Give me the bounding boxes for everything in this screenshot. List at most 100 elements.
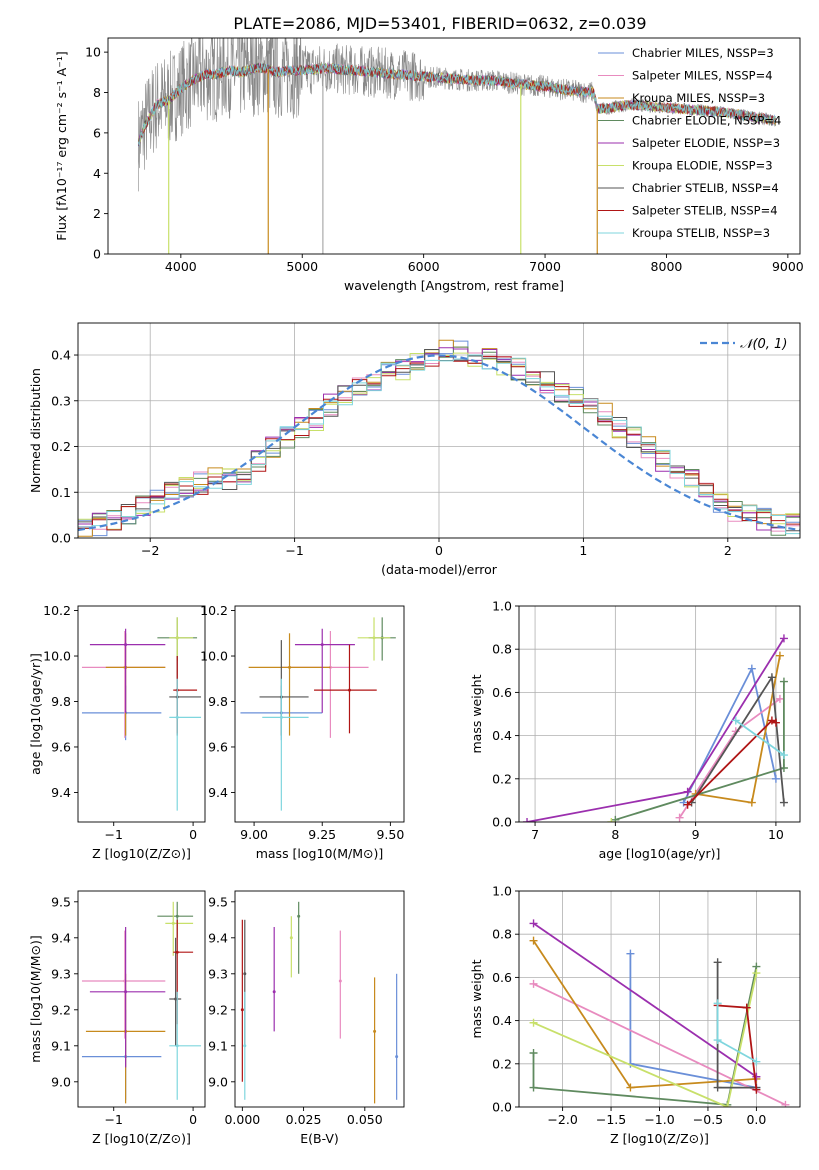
axes-frame — [234, 605, 405, 823]
y-tick-label: 0.4 — [492, 728, 512, 743]
y-tick-label: 9.4 — [51, 930, 71, 945]
x-axis-label: Z [log10(Z/Z⊙)] — [610, 1131, 709, 1146]
panel-mass_weight_vs_Z: −2.0 −1.5 −1.0 −0.5 0.0 0.0 0.2 0.4 0.6 0.8 1.0 Z [… — [469, 884, 801, 1146]
axes-frame — [518, 605, 801, 823]
y-tick-label: 0.0 — [51, 531, 71, 546]
x-tick-label: 8000 — [651, 259, 683, 274]
weight-marker — [675, 813, 684, 822]
x-tick-label: −2 — [141, 543, 159, 558]
weight-line-8 — [716, 1003, 757, 1063]
x-axis-label: E(B-V) — [300, 1131, 339, 1146]
y-tick-label: 8 — [93, 85, 101, 100]
x-tick-label: 6000 — [408, 259, 440, 274]
y-tick-label: 2 — [93, 206, 101, 221]
y-tick-label: 10.0 — [43, 649, 71, 664]
y-tick-label: 9.5 — [51, 894, 71, 909]
y-tick-label: 0.1 — [51, 485, 71, 500]
weight-marker — [752, 1057, 761, 1066]
x-axis-label: Z [log10(Z/Z⊙)] — [92, 846, 191, 861]
weight-marker — [713, 1036, 722, 1045]
y-tick-label: 10.2 — [200, 603, 228, 618]
x-tick-label: −2.0 — [547, 1112, 577, 1127]
data-point — [373, 1029, 377, 1033]
x-axis-label: (data-model)/error — [381, 562, 498, 577]
y-tick-label: 10 — [85, 45, 101, 60]
legend-entry: Salpeter ELODIE, NSSP=3 — [632, 136, 780, 150]
weight-marker — [779, 634, 788, 643]
x-axis-label: age [log10(age/yr)] — [599, 846, 721, 861]
y-tick-label: 1.0 — [492, 599, 512, 614]
x-tick-label: −1 — [105, 1112, 123, 1127]
data-point — [171, 921, 175, 925]
weight-marker — [713, 999, 722, 1008]
y-tick-label: 0.8 — [492, 642, 512, 657]
axes-frame — [107, 37, 801, 255]
weight-marker — [713, 1083, 722, 1092]
weight-marker — [679, 798, 688, 807]
x-tick-label: 9 — [692, 827, 700, 842]
gaussian-curve — [78, 354, 800, 532]
x-tick-label: 0.025 — [286, 1112, 322, 1127]
legend-entry: Salpeter MILES, NSSP=4 — [632, 69, 773, 83]
x-axis-label: Z [log10(Z/Z⊙)] — [92, 1131, 191, 1146]
y-tick-label: 0.2 — [51, 439, 71, 454]
panel-mass_vs_Z: −1 0 9.0 9.1 9.2 9.3 9.4 9.5 Z [log10(Z/Z⊙)] mass… — [28, 890, 206, 1146]
data-point — [289, 936, 293, 940]
x-tick-label: 1 — [579, 543, 587, 558]
data-point — [175, 715, 179, 719]
panel-age_vs_mass: 9.00 9.25 9.50 9.4 9.6 9.8 10.0 10.2 mass [log10… — [200, 603, 405, 861]
y-tick-label: 6 — [93, 125, 101, 140]
panel-mass_weight_vs_age: 7 8 9 10 0.0 0.2 0.4 0.6 0.8 1.0 age [log10(age/yr… — [469, 599, 801, 861]
weight-marker — [752, 1072, 761, 1081]
weight-line-4 — [532, 922, 757, 1078]
x-tick-label: 9000 — [772, 259, 804, 274]
data-point — [175, 950, 179, 954]
panel-mass_vs_EBV: 0.000 0.025 0.050 9.0 9.1 9.2 9.3 9.4 9.5 E(B-V) — [208, 890, 405, 1146]
data-point — [243, 1044, 247, 1048]
y-tick-label: 0 — [93, 247, 101, 262]
x-tick-label: 8 — [611, 827, 619, 842]
weight-marker — [767, 716, 776, 725]
weight-marker — [779, 751, 788, 760]
weight-marker — [752, 969, 761, 978]
x-tick-label: −1 — [285, 543, 303, 558]
axes-frame — [234, 890, 405, 1108]
y-tick-label: 0.0 — [492, 1100, 512, 1115]
weight-marker — [781, 1100, 790, 1107]
y-tick-label: 10.0 — [200, 649, 228, 664]
weight-marker — [747, 664, 756, 673]
y-tick-label: 9.2 — [208, 1002, 228, 1017]
weight-line-2 — [532, 940, 757, 1089]
weight-line-8 — [735, 719, 785, 756]
histogram-8 — [78, 354, 800, 535]
weight-line-6 — [716, 962, 757, 1089]
weight-marker — [529, 1083, 538, 1092]
y-tick-label: 0.6 — [492, 970, 512, 985]
y-tick-label: 9.2 — [51, 1002, 71, 1017]
legend-entry: Kroupa MILES, NSSP=3 — [632, 91, 765, 105]
data-point — [174, 997, 178, 1001]
legend: Chabrier MILES, NSSP=3 Salpeter MILES, NS… — [598, 46, 781, 240]
y-tick-label: 0.2 — [492, 771, 512, 786]
weight-marker — [779, 798, 788, 807]
x-tick-label: 4000 — [165, 259, 197, 274]
y-axis-label: mass [log10(M/M⊙)] — [28, 935, 43, 1063]
x-tick-label: 0 — [189, 827, 197, 842]
y-tick-label: 9.1 — [208, 1038, 228, 1053]
weight-marker — [529, 936, 538, 945]
x-tick-label: −1.0 — [644, 1112, 674, 1127]
y-tick-label: 9.1 — [51, 1038, 71, 1053]
y-tick-label: 4 — [93, 166, 101, 181]
x-tick-label: −1.5 — [596, 1112, 626, 1127]
data-point — [288, 665, 292, 669]
y-axis-label: Flux [fλ10⁻¹⁷ erg cm⁻² s⁻¹ A⁻¹] — [54, 51, 69, 240]
y-tick-label: 9.4 — [51, 785, 71, 800]
weight-marker — [683, 787, 692, 796]
legend-entry: Chabrier STELIB, NSSP=4 — [632, 181, 779, 195]
data-point — [124, 643, 128, 647]
weight-marker — [771, 718, 780, 727]
plot-area — [78, 323, 800, 538]
weight-marker — [771, 774, 780, 783]
data-point — [395, 1055, 399, 1059]
weight-marker — [731, 716, 740, 725]
